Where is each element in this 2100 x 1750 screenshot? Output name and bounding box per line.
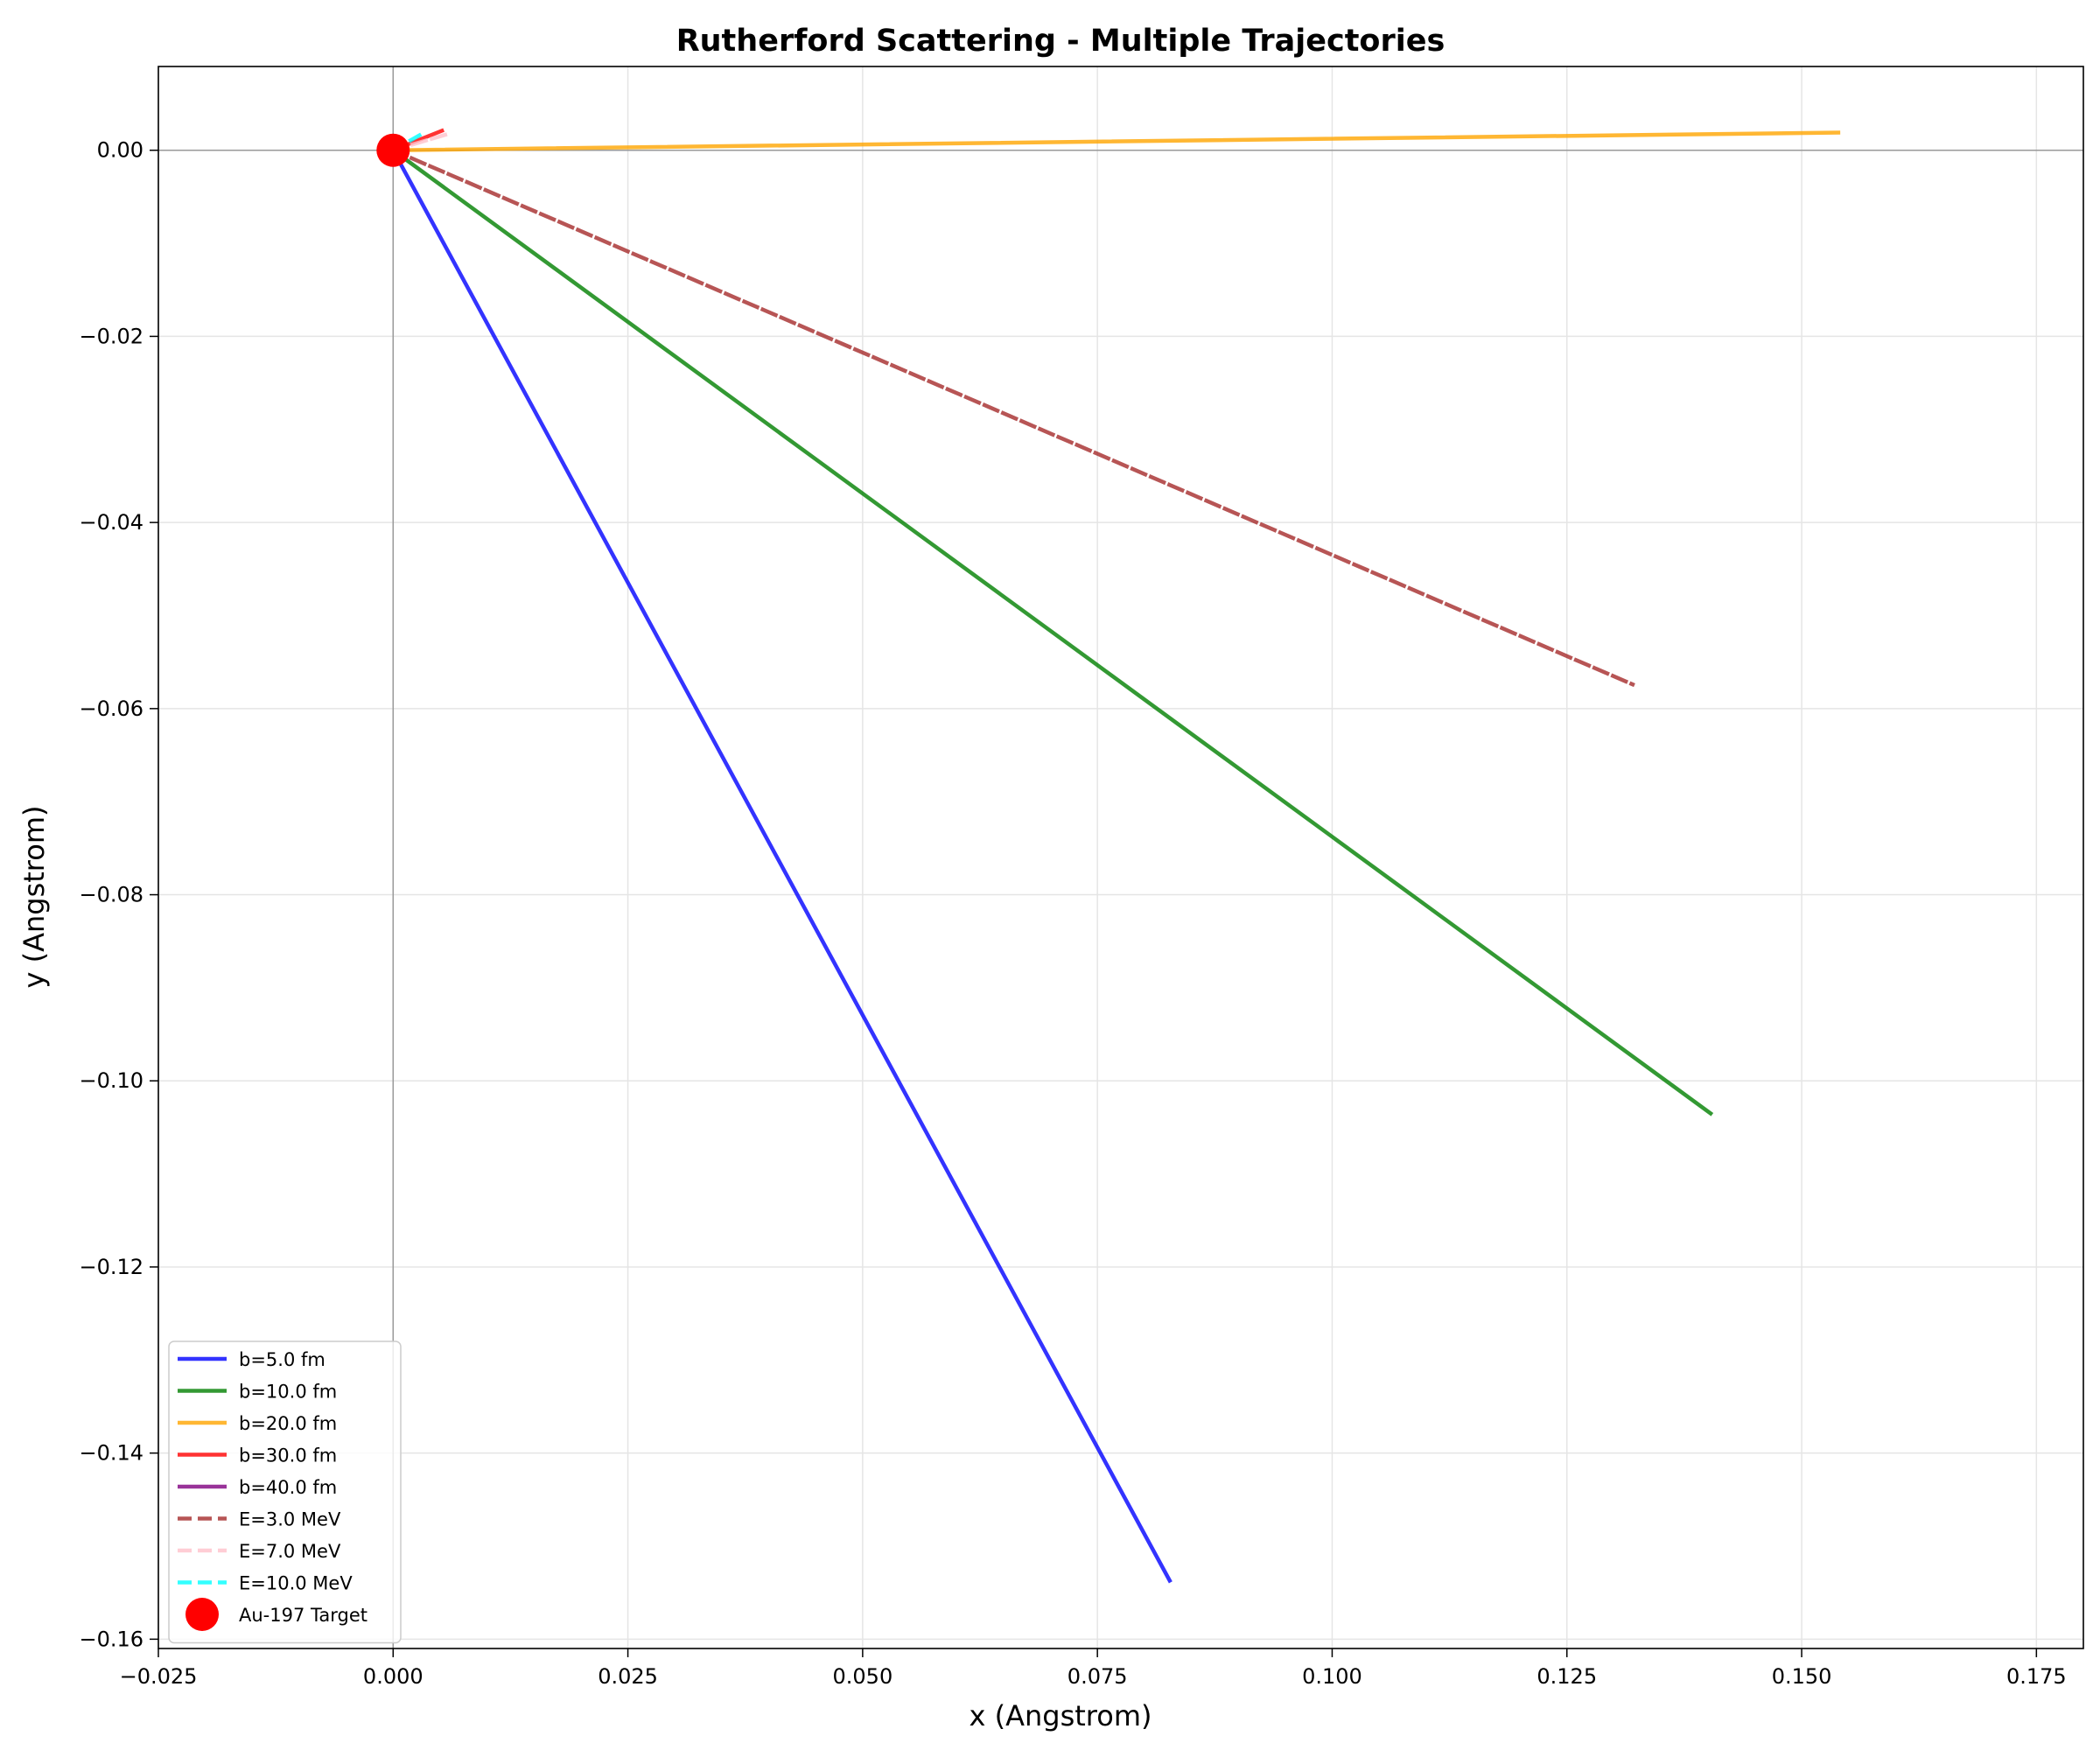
y-tick-label: −0.02 xyxy=(79,324,144,348)
x-tick-label: 0.000 xyxy=(363,1664,424,1689)
legend-label: b=30.0 fm xyxy=(239,1446,337,1466)
target-marker xyxy=(376,133,410,167)
plot-frame xyxy=(158,66,2084,1649)
y-tick-label: −0.10 xyxy=(79,1068,144,1093)
y-tick-label: −0.08 xyxy=(79,883,144,907)
x-tick-label: 0.175 xyxy=(2006,1664,2067,1689)
chart-title: Rutherford Scattering - Multiple Traject… xyxy=(676,24,1446,59)
x-tick-label: 0.025 xyxy=(598,1664,658,1689)
legend-label: E=10.0 MeV xyxy=(239,1573,353,1594)
legend: b=5.0 fm b=10.0 fm b=20.0 fm b=30.0 fm b=40.… xyxy=(168,1340,402,1644)
y-tick-label: −0.16 xyxy=(79,1627,144,1651)
x-axis-ticks: −0.025 0.000 0.025 0.050 0.075 0.100 0.125 0.15… xyxy=(120,1648,2067,1689)
legend-box xyxy=(168,1340,402,1644)
x-tick-label: 0.125 xyxy=(1536,1664,1597,1689)
legend-label: E=7.0 MeV xyxy=(239,1541,341,1562)
legend-label: b=10.0 fm xyxy=(239,1382,337,1403)
x-tick-label: 0.050 xyxy=(833,1664,893,1689)
y-tick-label: −0.04 xyxy=(79,510,144,535)
y-axis-ticks: 0.00 −0.02 −0.04 −0.06 −0.08 −0.10 −0.12 −0.14 −… xyxy=(79,138,158,1651)
series-line xyxy=(390,147,1172,1584)
legend-marker xyxy=(186,1598,219,1631)
series-line xyxy=(390,147,1635,688)
legend-label: b=5.0 fm xyxy=(239,1349,326,1370)
legend-label: b=40.0 fm xyxy=(239,1477,337,1498)
series-line xyxy=(391,130,1841,152)
legend-label: Au-197 Target xyxy=(239,1605,368,1626)
series-lines xyxy=(390,128,1841,1584)
x-tick-label: −0.025 xyxy=(120,1664,198,1689)
y-tick-label: 0.00 xyxy=(97,138,144,163)
target-markers xyxy=(376,133,410,167)
x-tick-label: 0.150 xyxy=(1772,1664,1832,1689)
y-axis-label: y (Angstrom) xyxy=(18,806,51,989)
grid xyxy=(158,66,2083,1648)
x-axis-label: x (Angstrom) xyxy=(970,1699,1152,1732)
y-tick-label: −0.12 xyxy=(79,1255,144,1279)
series-line xyxy=(390,147,1714,1116)
legend-label: E=3.0 MeV xyxy=(239,1509,341,1530)
y-tick-label: −0.14 xyxy=(79,1441,144,1466)
legend-label: b=20.0 fm xyxy=(239,1413,337,1434)
x-tick-label: 0.100 xyxy=(1302,1664,1362,1689)
y-tick-label: −0.06 xyxy=(79,696,144,721)
x-tick-label: 0.075 xyxy=(1068,1664,1128,1689)
reference-lines xyxy=(158,66,2083,1648)
